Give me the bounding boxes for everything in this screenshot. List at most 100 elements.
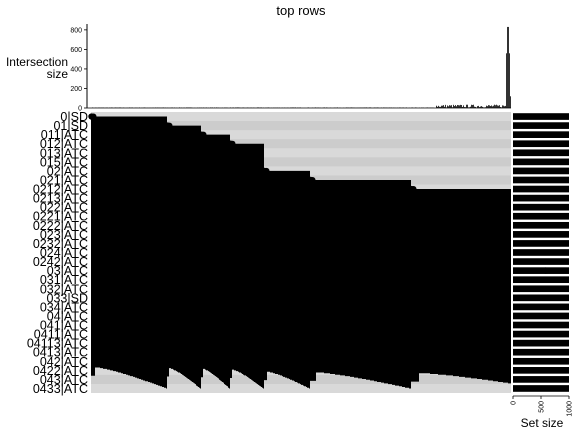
matrix-dot <box>410 186 417 193</box>
set-label: 0222|ATC <box>33 219 88 233</box>
intersection-bar <box>438 105 439 108</box>
intersection-bar <box>501 107 502 108</box>
intersection-bar <box>460 104 461 108</box>
set-label: 015|ATC <box>40 155 88 169</box>
intersection-bar <box>437 106 438 108</box>
intersection-bar <box>504 106 505 108</box>
set-size-bar <box>513 348 569 356</box>
intersection-bar <box>508 26 509 108</box>
set-size-bar <box>513 113 569 120</box>
intersection-bar <box>235 107 236 108</box>
set-label: 0433|ATC <box>33 382 88 396</box>
intersection-bar <box>466 104 467 108</box>
set-size-x-tick-label: 500 <box>539 401 546 413</box>
set-size-bar <box>513 258 569 265</box>
intersection-bar <box>258 107 259 108</box>
intersection-bar <box>479 107 480 108</box>
set-label: 0221|ATC <box>33 210 88 224</box>
intersection-matrix: 0|SD01|SD011|ATC012|ATC013|ATC015|ATC02|… <box>27 110 551 396</box>
set-size-bar <box>513 194 569 202</box>
intersection-bar <box>499 105 500 108</box>
intersection-bar <box>476 107 477 108</box>
intersection-bar <box>243 107 244 108</box>
intersection-bar <box>403 107 404 108</box>
intersection-bar <box>132 107 133 108</box>
intersection-bar <box>498 105 499 108</box>
intersection-bar <box>324 107 325 108</box>
set-size-axis-label: Set size <box>521 416 564 430</box>
intersection-bar <box>155 107 156 108</box>
intersection-bar <box>505 105 506 108</box>
intersection-bar <box>456 106 457 108</box>
intersection-bar <box>445 104 446 108</box>
set-label: 04|ATC <box>47 309 88 323</box>
intersection-bar <box>190 107 191 108</box>
intersection-bar <box>465 107 466 108</box>
intersection-size-label-line2: size <box>47 67 69 81</box>
matrix-row-stripe <box>91 130 511 140</box>
matrix-dot <box>229 140 236 147</box>
intersection-bar <box>189 107 190 108</box>
intersection-bar <box>374 107 375 108</box>
intersection-bar <box>463 105 464 108</box>
matrix-dot <box>200 131 207 138</box>
intersection-bar <box>449 105 450 108</box>
intersection-bar <box>452 107 453 108</box>
intersection-bar <box>212 107 213 108</box>
intersection-bar <box>350 107 351 108</box>
intersection-bar <box>383 107 384 108</box>
set-label: 0242|ATC <box>33 255 88 269</box>
intersection-bar <box>462 106 463 108</box>
set-label: 04113|ATC <box>27 337 88 351</box>
intersection-bar <box>444 106 445 108</box>
intersection-bar <box>458 105 459 108</box>
intersection-bar <box>509 53 510 108</box>
intersection-bar <box>351 107 352 108</box>
intersection-bar <box>119 107 120 108</box>
intersection-bar <box>506 53 507 108</box>
intersection-bar <box>391 107 392 108</box>
set-size-bars: 0 500 1000 <box>511 113 574 417</box>
set-label: 0411|ATC <box>34 328 88 342</box>
matrix-dot <box>263 167 270 174</box>
intersection-bar <box>496 104 497 108</box>
set-size-bar <box>513 122 569 129</box>
intersection-bar <box>300 107 301 108</box>
intersection-bar <box>237 107 238 108</box>
intersection-bar <box>450 105 451 108</box>
intersection-bar <box>315 107 316 108</box>
set-label: 01|SD <box>53 119 88 133</box>
intersection-bar <box>442 105 443 108</box>
set-size-bar <box>513 176 569 184</box>
intersection-bar <box>446 107 447 108</box>
intersection-bar <box>369 107 370 108</box>
intersection-bar <box>257 107 258 108</box>
set-size-x-tick-label: 0 <box>511 401 518 405</box>
set-size-bar <box>513 385 569 392</box>
intersection-bar <box>412 107 413 108</box>
intersection-bar <box>487 106 488 108</box>
intersection-bar <box>210 107 211 108</box>
matrix-dot <box>166 122 173 129</box>
set-label: 0213|ATC <box>33 192 88 206</box>
intersection-bar <box>486 105 487 108</box>
intersection-bar <box>236 107 237 108</box>
intersection-bar <box>188 107 189 108</box>
intersection-bar <box>464 107 465 108</box>
set-size-bar <box>513 276 569 284</box>
set-size-bar <box>513 367 569 374</box>
set-label: 0212|ATC <box>33 183 88 197</box>
intersection-y-tick-label: 0 <box>78 106 82 113</box>
intersection-bar <box>475 106 476 108</box>
intersection-bar <box>473 104 474 108</box>
set-size-bar <box>513 149 569 157</box>
intersection-bar <box>483 107 484 108</box>
intersection-bar <box>295 107 296 108</box>
set-size-bar <box>513 158 569 166</box>
intersection-bar <box>293 107 294 108</box>
intersection-bar <box>115 107 116 108</box>
intersection-bar <box>489 105 490 108</box>
intersection-bar <box>364 107 365 108</box>
intersection-bar <box>490 106 491 108</box>
